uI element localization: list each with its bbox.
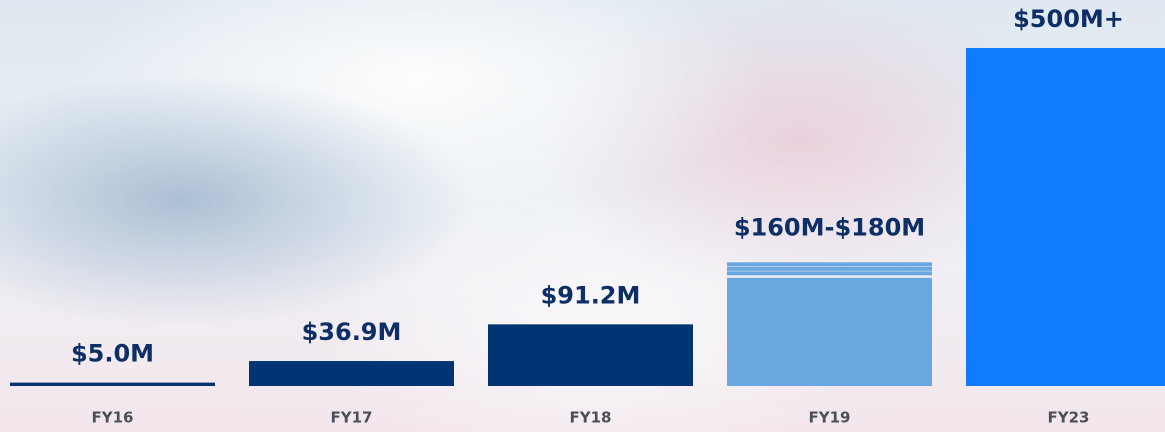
bar (488, 324, 693, 386)
x-tick-label: FY16 (92, 409, 134, 427)
value-label: $91.2M (541, 281, 641, 309)
bar (249, 361, 454, 386)
bar (966, 48, 1165, 386)
value-label: $36.9M (302, 318, 402, 346)
range-stripe (727, 266, 932, 271)
x-tick-label: FY17 (331, 409, 373, 427)
range-stripe (727, 262, 932, 267)
value-label: $160M-$180M (734, 213, 925, 241)
x-tick-label: FY18 (570, 409, 612, 427)
bar (727, 277, 932, 386)
value-label: $500M+ (1013, 5, 1124, 33)
x-tick-label: FY19 (809, 409, 851, 427)
x-tick-label: FY23 (1048, 409, 1090, 427)
value-label: $5.0M (71, 340, 154, 368)
range-stripe (727, 271, 932, 276)
bar (10, 382, 215, 386)
